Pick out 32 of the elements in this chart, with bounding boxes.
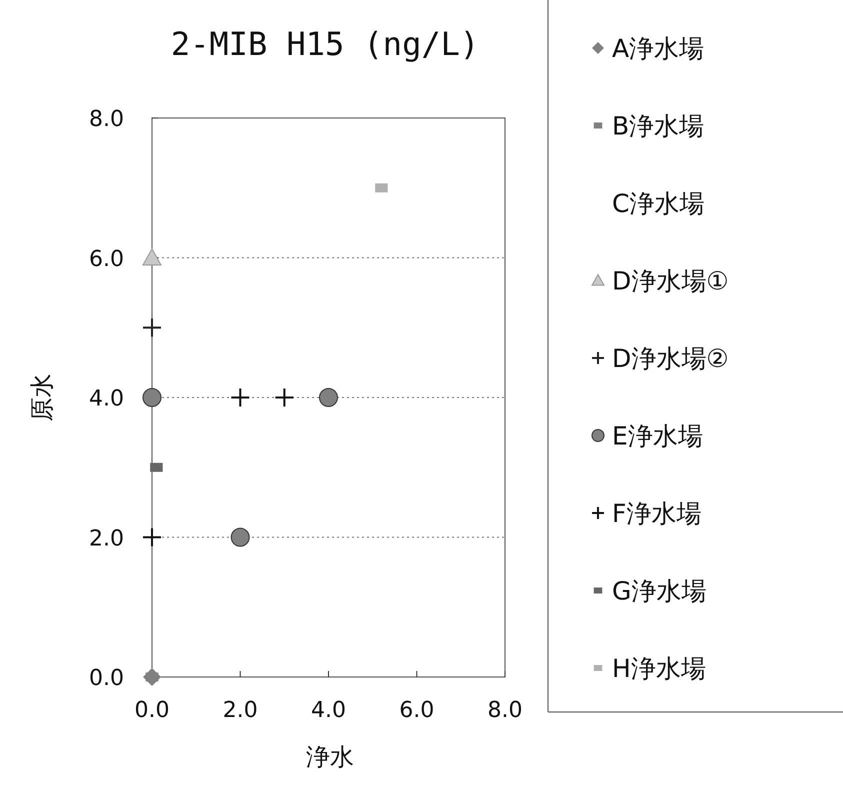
- chart-title: 2-MIB H15 (ng/L): [170, 25, 480, 63]
- point: [142, 388, 162, 407]
- x-tick-label: 0.0: [134, 698, 170, 723]
- x-tick-label: 4.0: [311, 698, 346, 723]
- legend-label: G浄水場: [612, 576, 706, 606]
- x-tick-label: 2.0: [222, 698, 258, 723]
- y-tick-label: 4.0: [89, 386, 124, 412]
- legend-label: B浄水場: [612, 112, 704, 140]
- point: [230, 528, 250, 547]
- x-tick-label: 6.0: [399, 698, 434, 723]
- legend-label: D浄水場②: [612, 344, 729, 373]
- legend-label: A浄水場: [612, 34, 704, 63]
- x-tick-label: 8.0: [488, 698, 522, 723]
- point: [142, 527, 162, 548]
- legend-label: D浄水場①: [612, 266, 729, 296]
- point: [150, 462, 163, 472]
- point: [142, 248, 162, 266]
- point: [142, 318, 162, 338]
- y-tick-label: 6.0: [89, 246, 124, 272]
- point: [375, 183, 388, 192]
- y-tick-label: 0.0: [89, 666, 124, 691]
- y-axis-title: 原水: [28, 374, 56, 422]
- legend-label: F浄水場: [612, 499, 702, 528]
- y-tick-label: 8.0: [89, 107, 124, 132]
- point: [230, 388, 250, 408]
- legend-label: E浄水場: [612, 422, 703, 450]
- point: [319, 388, 338, 407]
- x-axis-title: 浄水: [306, 743, 354, 771]
- legend-label: H浄水場: [612, 654, 706, 683]
- text: C浄水場: [612, 189, 704, 218]
- y-tick-label: 2.0: [89, 526, 124, 552]
- point: [274, 388, 294, 408]
